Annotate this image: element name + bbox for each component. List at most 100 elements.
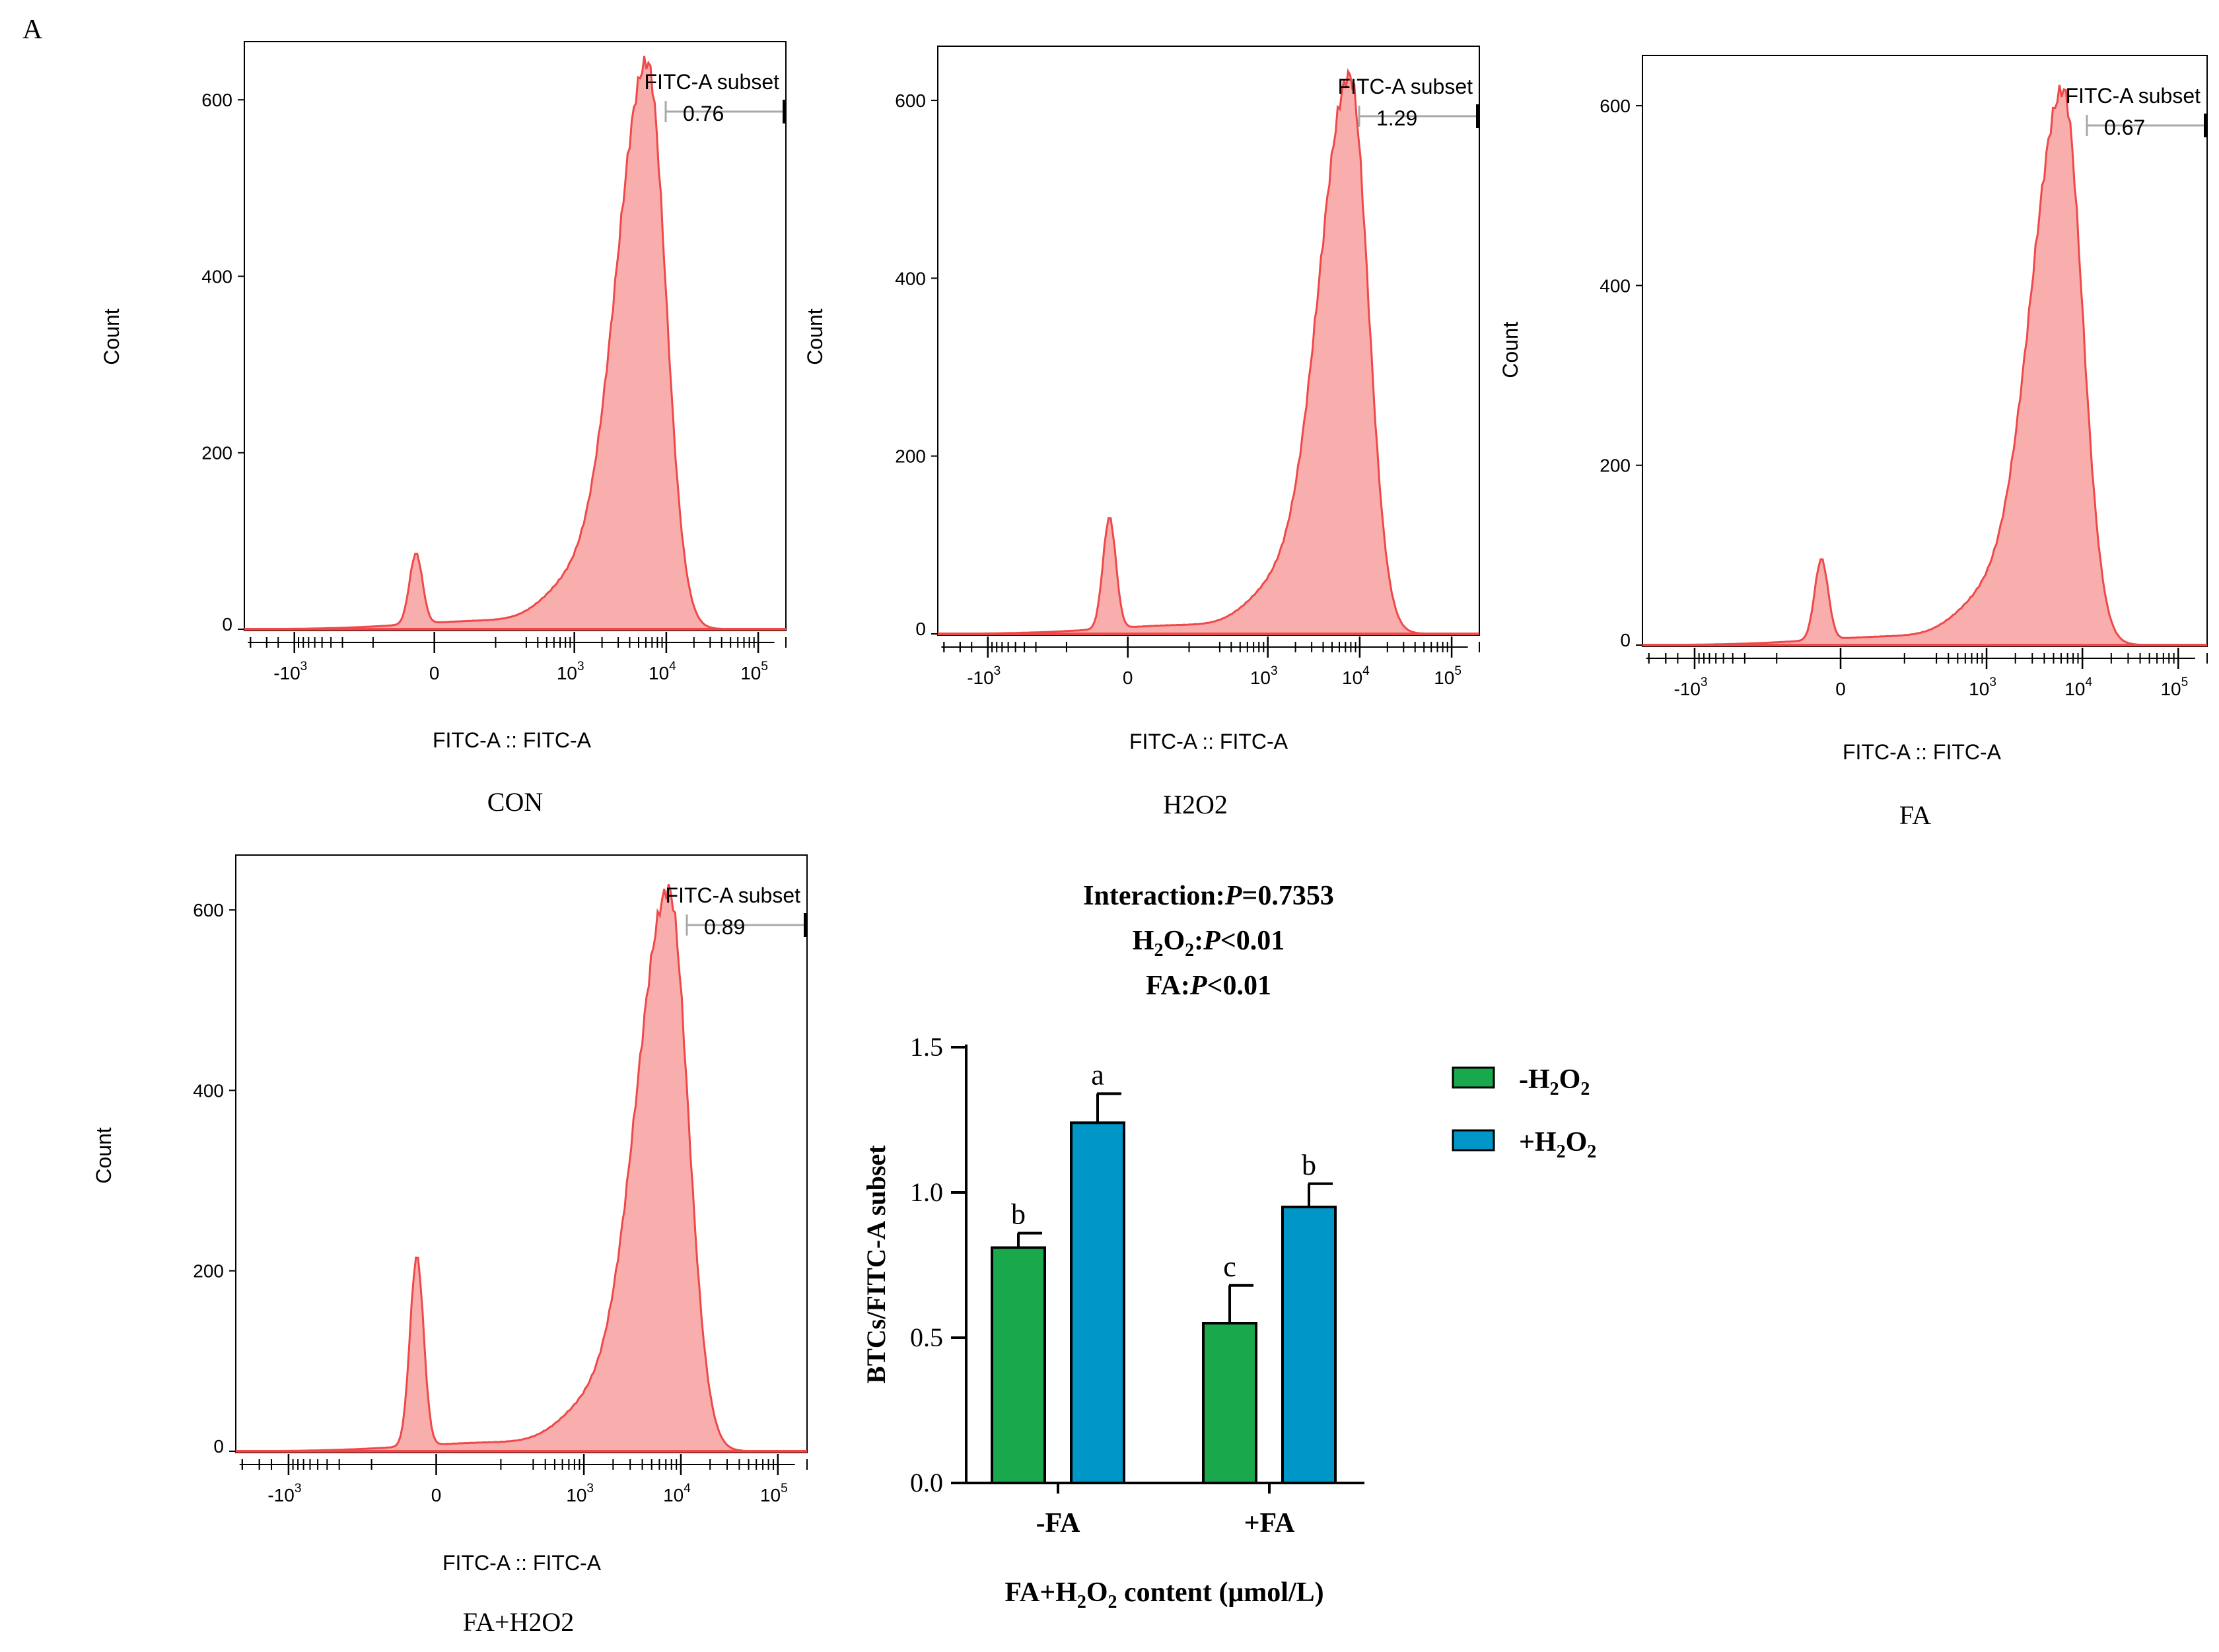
bar-x-axis-label-pre: FA+H	[1004, 1577, 1076, 1608]
y-ticks: 0 200 400 600	[1600, 96, 1642, 650]
x-tick-label-base: 0	[431, 1485, 442, 1505]
legend-minus-mid: O	[1559, 1064, 1581, 1095]
histogram-series	[1641, 85, 2207, 646]
histogram-frame	[235, 854, 808, 1453]
x-tick-label-base: 10	[649, 663, 669, 683]
histogram-area	[936, 68, 1479, 635]
x-tick-label: 0	[431, 1485, 442, 1505]
x-tick-label-exp: 3	[300, 660, 308, 673]
x-tick-label-base: 0	[429, 663, 440, 683]
gate-name: FITC-A subset	[645, 70, 780, 94]
y-axis-label: Count	[92, 1127, 116, 1184]
bar-y-tick-label: 0.0	[910, 1468, 943, 1497]
bar-y-tick-label: 0.5	[910, 1323, 943, 1352]
stat-fa-p: P	[1189, 971, 1207, 1001]
y-tick-label: 400	[895, 268, 926, 289]
x-ticks: -103 0 103 104 105	[1646, 648, 2208, 699]
y-tick-label: 200	[895, 446, 926, 467]
stat-h2o2-sub2: 2	[1185, 940, 1194, 961]
x-tick-label-base: 10	[760, 1485, 781, 1505]
category-label: +FA	[1244, 1508, 1295, 1538]
stat-h2o2-p: P	[1203, 926, 1220, 956]
x-tick-label-base: 10	[663, 1485, 684, 1505]
histogram-area	[243, 55, 786, 631]
histogram-area	[234, 883, 807, 1453]
x-tick-label-exp: 4	[684, 1482, 691, 1496]
x-axis-label: FITC-A :: FITC-A	[1129, 730, 1288, 753]
stat-interaction: Interaction:P=0.7353	[1083, 881, 1334, 911]
x-tick-label: -103	[267, 1482, 301, 1505]
panel-title: H2O2	[1163, 790, 1228, 819]
y-ticks: 0 200 400 600	[193, 900, 236, 1457]
x-tick-label: 104	[649, 660, 676, 683]
y-tick-label: 400	[201, 266, 232, 287]
gate-value: 0.76	[683, 102, 724, 125]
x-tick-label-base: 10	[566, 1485, 586, 1505]
significance-letter: a	[1091, 1058, 1104, 1091]
x-axis-label: FITC-A :: FITC-A	[442, 1551, 602, 1575]
legend-plus-prefix: +H	[1519, 1127, 1557, 1157]
bar-x-axis-label: FA+H2O2 content (μmol/L)	[1004, 1577, 1323, 1612]
y-axis-label: Count	[100, 308, 123, 365]
x-ticks: -103 0 103 104 105	[248, 632, 787, 683]
y-ticks: 0 200 400 600	[895, 90, 938, 639]
stat-h2o2-h: H	[1133, 926, 1154, 956]
x-tick-label-base: 0	[1123, 668, 1133, 688]
legend-swatch-plus-h2o2	[1452, 1129, 1495, 1152]
y-axis-label: Count	[1498, 322, 1522, 378]
x-axis-label: FITC-A :: FITC-A	[433, 728, 592, 752]
x-tick-label-base: 10	[1969, 679, 1989, 699]
x-tick-label-base: 10	[2160, 679, 2181, 699]
stat-fa-label: FA:	[1146, 971, 1190, 1001]
x-tick-label-exp: 5	[761, 660, 768, 673]
significance-letter: b	[1302, 1149, 1316, 1181]
gate-name: FITC-A subset	[2066, 84, 2201, 108]
legend-swatch-minus-h2o2	[1452, 1066, 1495, 1089]
gate-name: FITC-A subset	[666, 883, 801, 907]
legend: -H2O2 +H2O2	[1452, 1064, 1596, 1162]
y-tick-label: 0	[1620, 630, 1631, 650]
x-tick-label: 105	[740, 660, 768, 683]
y-tick-label: 0	[213, 1436, 224, 1457]
legend-label-plus-h2o2: +H2O2	[1519, 1127, 1596, 1162]
histogram-series	[243, 55, 786, 631]
y-tick-label: 200	[201, 443, 232, 464]
x-tick-label: -103	[273, 660, 307, 683]
x-tick-label-exp: 3	[586, 1482, 594, 1496]
x-tick-label-exp: 5	[781, 1482, 788, 1496]
y-tick-label: 400	[1600, 275, 1631, 296]
x-tick-label-base: 10	[1434, 668, 1454, 688]
x-tick-label-exp: 3	[1271, 664, 1278, 678]
x-tick-label-base: 10	[2064, 679, 2085, 699]
legend-plus-sub1: 2	[1557, 1142, 1566, 1162]
bar-marks: b c a b -FA +FA	[991, 1058, 1337, 1538]
histogram-series	[936, 68, 1479, 635]
significance-letter: b	[1011, 1198, 1026, 1231]
histogram-area	[1641, 85, 2207, 646]
x-ticks: -103 0 103 104 105	[941, 637, 1480, 688]
y-tick-label: 0	[915, 619, 926, 639]
stat-fa: FA:P<0.01	[1146, 971, 1271, 1001]
x-tick-label: 104	[1342, 664, 1370, 688]
x-tick-label: 103	[1250, 664, 1278, 688]
bar-y-axis-label: BTCs/FITC-A subset	[861, 1145, 891, 1384]
x-tick-label-exp: 3	[577, 660, 584, 673]
histogram-frame	[244, 41, 787, 631]
legend-plus-sub2: 2	[1587, 1142, 1596, 1162]
stat-h2o2: H2O2:P<0.01	[1133, 926, 1285, 961]
panel-title: CON	[487, 787, 543, 817]
gate-value: 0.89	[704, 915, 745, 939]
histogram-frame	[937, 46, 1480, 636]
x-tick-label-base: 10	[1342, 668, 1362, 688]
stat-h2o2-colon: :	[1194, 926, 1203, 956]
x-tick-label-exp: 3	[1989, 675, 1996, 689]
bar-minus-h2o2-plus-fa	[1202, 1322, 1257, 1484]
x-tick-label: -103	[1673, 675, 1707, 699]
bar-plus-h2o2-minus-fa	[1070, 1121, 1125, 1484]
panel-title: FA+H2O2	[463, 1607, 575, 1637]
histogram-series	[234, 883, 807, 1453]
x-tick-label-base: -10	[267, 1485, 294, 1505]
x-tick-label: 103	[1969, 675, 1996, 699]
